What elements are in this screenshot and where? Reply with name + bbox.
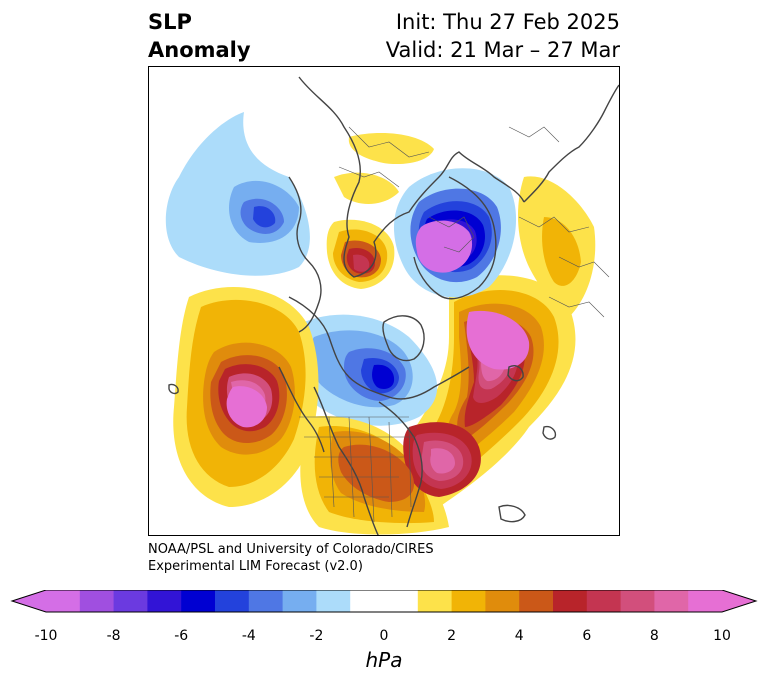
colorbar-segment xyxy=(451,590,486,612)
title-line-1: SLP xyxy=(148,10,192,34)
credit-line-1: NOAA/PSL and University of Colorado/CIRE… xyxy=(148,542,434,557)
negative-anomaly-north-pacific xyxy=(165,112,310,276)
colorbar-tick-label: -6 xyxy=(174,628,189,644)
date-header: Init: Thu 27 Feb 2025 Valid: 21 Mar – 27… xyxy=(386,8,620,64)
colorbar-segment xyxy=(113,590,148,612)
country-borders xyxy=(299,126,610,523)
colorbar-segment xyxy=(282,590,317,612)
colorbar xyxy=(10,590,758,613)
colorbar-segment xyxy=(384,590,419,612)
colorbar-segment xyxy=(654,590,689,612)
valid-date: Valid: 21 Mar – 27 Mar xyxy=(385,38,620,62)
colorbar-max-extension xyxy=(722,590,756,612)
colorbar-segment xyxy=(620,590,655,612)
colorbar-tick-label: 8 xyxy=(649,628,659,644)
positive-anomaly-ne-pacific xyxy=(173,287,319,507)
colorbar-tick-label: -2 xyxy=(309,628,324,644)
colorbar-segment xyxy=(316,590,351,612)
colorbar-segment xyxy=(215,590,250,612)
title-line-2: Anomaly xyxy=(148,38,251,62)
colorbar-segment xyxy=(350,590,385,612)
colorbar-outline xyxy=(10,590,758,613)
credit-text: NOAA/PSL and University of Colorado/CIRE… xyxy=(148,541,434,575)
colorbar-segment xyxy=(248,590,284,612)
colorbar-segment xyxy=(147,590,182,612)
colorbar-tick-label: -8 xyxy=(106,628,121,644)
colorbar-tick-label: -4 xyxy=(241,628,256,644)
colorbar-tick-label: 0 xyxy=(379,628,389,644)
positive-anomaly-eastern-us xyxy=(300,416,481,535)
colorbar-tick-label: 6 xyxy=(582,628,592,644)
colorbar-tick-label: 4 xyxy=(514,628,524,644)
colorbar-segment xyxy=(519,590,554,612)
colorbar-unit: hPa xyxy=(365,648,403,672)
colorbar-segment xyxy=(417,590,453,612)
anomaly-map xyxy=(149,67,619,535)
init-date: Init: Thu 27 Feb 2025 xyxy=(395,10,620,34)
negative-anomaly-hudson-bay xyxy=(286,314,438,426)
colorbar-segment xyxy=(688,590,723,612)
colorbar-segment xyxy=(586,590,622,612)
negative-anomaly-europe xyxy=(393,168,517,298)
credit-line-2: Experimental LIM Forecast (v2.0) xyxy=(148,559,363,574)
colorbar-tick-label: 10 xyxy=(713,628,731,644)
colorbar-segment xyxy=(46,590,81,612)
colorbar-tick-label: -10 xyxy=(34,628,58,644)
colorbar-tick-label: 2 xyxy=(447,628,457,644)
colorbar-segment xyxy=(79,590,115,612)
colorbar-segment xyxy=(485,590,520,612)
colorbar-min-extension xyxy=(12,590,46,612)
colorbar-segment xyxy=(553,590,588,612)
map-title: SLP Anomaly xyxy=(148,8,251,64)
colorbar-segment xyxy=(181,590,216,612)
map-panel xyxy=(148,66,620,536)
colorbar-segments xyxy=(46,590,723,612)
positive-anomaly-arctic xyxy=(334,133,596,317)
